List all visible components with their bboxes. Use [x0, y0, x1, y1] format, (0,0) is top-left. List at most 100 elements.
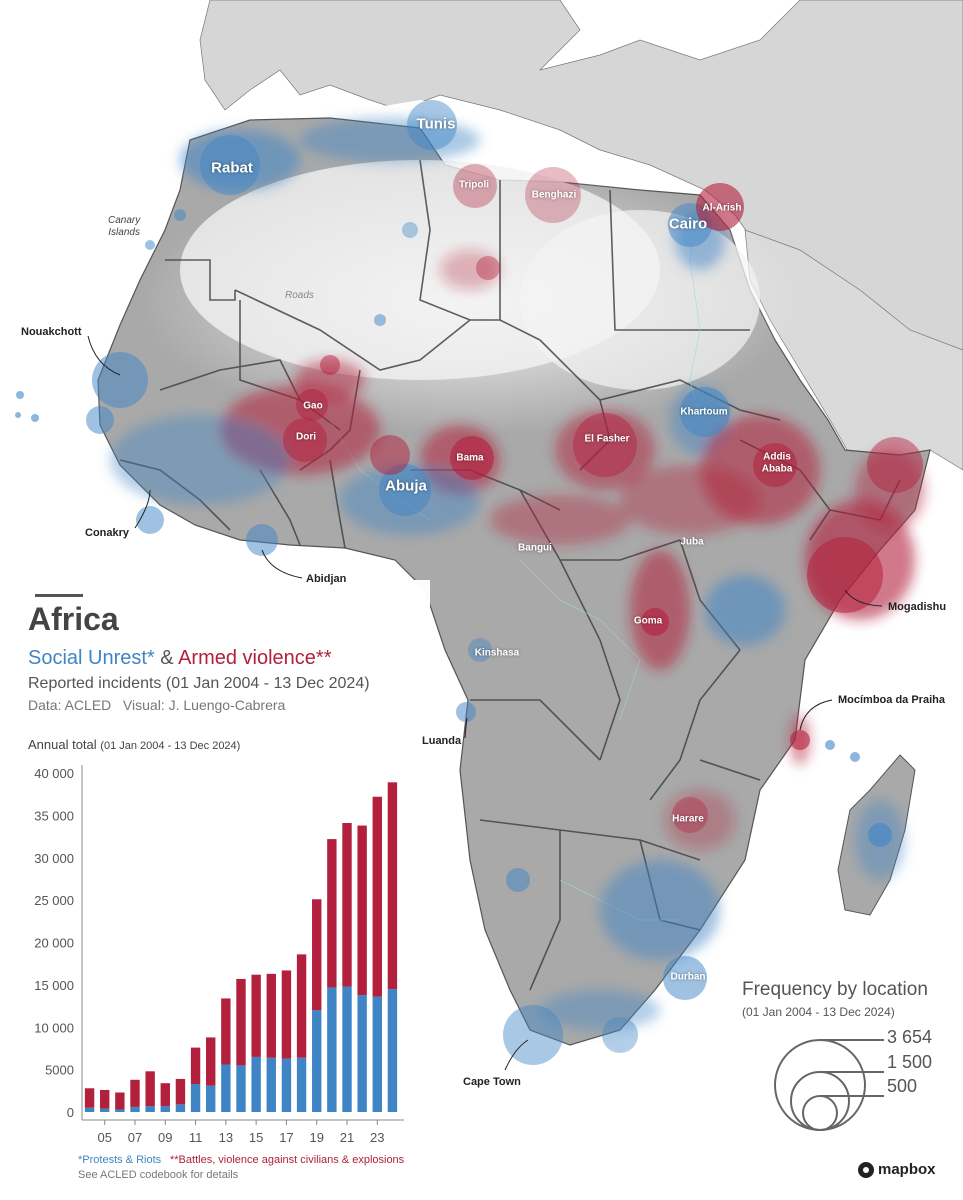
frequency-legend-circles [774, 1039, 884, 1131]
chart-x-tick-label: 17 [279, 1130, 293, 1145]
chart-bar-protests [145, 1106, 155, 1112]
chart-bar-violence [160, 1083, 170, 1107]
mapbox-icon [858, 1161, 874, 1178]
chart-bar-protests [266, 1057, 276, 1112]
mapbox-logo[interactable]: mapbox [858, 1161, 936, 1178]
chart-x-tick-label: 11 [189, 1130, 203, 1145]
chart-bar-violence [221, 998, 231, 1065]
footnote-codebook: See ACLED codebook for details [78, 1169, 239, 1181]
chart-bar-violence [130, 1079, 140, 1107]
chart-bar-violence [312, 899, 322, 1011]
chart-y-tick-label: 25 000 [34, 893, 74, 908]
chart-bar-protests [160, 1106, 170, 1112]
canary-label-line2: Islands [108, 227, 140, 238]
chart-bar-violence [266, 973, 276, 1058]
subtitle: Social Unrest* & Armed violence** [28, 647, 332, 670]
annual-total-text: Annual total [28, 737, 97, 752]
chart-bar-protests [327, 987, 337, 1112]
footnote-battles: **Battles, violence against civilians & … [170, 1154, 405, 1166]
chart-bar-protests [312, 1010, 322, 1112]
chart-x-tick-label: 21 [340, 1130, 354, 1145]
chart-y-tick-label: 10 000 [34, 1020, 74, 1035]
chart-x-tick-label: 05 [97, 1130, 111, 1145]
reported-incidents-line: Reported incidents (01 Jan 2004 - 13 Dec… [28, 675, 370, 692]
callout-nouakchott: Nouakchott [21, 326, 82, 338]
chart-bar-protests [130, 1106, 140, 1112]
frequency-legend-value-mid: 1 500 [887, 1052, 933, 1072]
chart-bar-protests [296, 1057, 307, 1112]
chart-bar-violence [327, 839, 337, 988]
chart-y-tick-label: 30 000 [34, 851, 74, 866]
city-label-addis: Addis [763, 451, 791, 463]
frequency-legend-value-max: 3 654 [887, 1027, 933, 1047]
city-label-el-fasher: El Fasher [584, 433, 630, 445]
chart-bar-protests [236, 1065, 246, 1112]
subtitle-ampersand: & [154, 647, 179, 669]
callout-mogadishu: Mogadishu [888, 601, 947, 613]
subtitle-armed-violence: Armed violence** [178, 647, 332, 669]
callout-luanda: Luanda [422, 735, 462, 747]
canary-islands-label: Canary Islands [108, 215, 140, 239]
chart-bar-violence [372, 796, 382, 997]
chart-bar-violence [115, 1092, 125, 1110]
city-label-kinshasa: Kinshasa [474, 647, 520, 659]
mapbox-wordmark: mapbox [878, 1161, 936, 1178]
chart-x-tick-label: 07 [128, 1130, 142, 1145]
chart-bar-protests [387, 989, 398, 1112]
city-label-bama: Bama [456, 452, 484, 464]
annual-total-range: (01 Jan 2004 - 13 Dec 2024) [100, 740, 241, 752]
callout-lines [87, 335, 883, 1071]
chart-bar-protests [115, 1109, 125, 1112]
city-label-bangui: Bangui [518, 542, 552, 554]
chart-bar-violence [236, 978, 246, 1066]
chart-x-tick-label: 19 [309, 1130, 323, 1145]
chart-y-tick-label: 15 000 [34, 978, 74, 993]
frequency-legend-value-min: 500 [887, 1076, 918, 1096]
city-label-tripoli: Tripoli [459, 179, 489, 191]
title-accent-bar [35, 594, 83, 597]
callout-cape-town: Cape Town [463, 1076, 521, 1088]
chart-bar-protests [221, 1064, 231, 1112]
frequency-legend-range: (01 Jan 2004 - 13 Dec 2024) [742, 1005, 895, 1019]
chart-bar-protests [100, 1108, 110, 1112]
chart-bar-violence [251, 974, 261, 1057]
chart-bar-protests [281, 1058, 292, 1112]
chart-x-tick-label: 13 [219, 1130, 233, 1145]
chart-bar-protests [357, 995, 367, 1112]
canary-label-line1: Canary [108, 215, 141, 226]
chart-bar-protests [372, 996, 382, 1112]
chart-bar-violence [190, 1047, 201, 1085]
callout-abidjan: Abidjan [306, 573, 347, 585]
city-label-durban: Durban [670, 971, 706, 983]
chart-bar-protests [206, 1085, 216, 1112]
chart-bar-violence [281, 970, 292, 1059]
city-label-juba: Juba [680, 536, 704, 548]
chart-bar-violence [357, 825, 367, 996]
chart-bar-violence [206, 1037, 216, 1086]
city-label-abuja: Abuja [385, 477, 427, 495]
chart-y-tick-label: 35 000 [34, 808, 74, 823]
annual-total-label: Annual total (01 Jan 2004 - 13 Dec 2024) [28, 737, 240, 752]
chart-bar-protests [84, 1107, 95, 1112]
chart-bar-violence [100, 1089, 110, 1109]
city-label-cairo: Cairo [668, 215, 708, 233]
city-label-gao: Gao [303, 400, 323, 412]
city-label-benghazi: Benghazi [531, 189, 577, 201]
city-label-dori: Dori [296, 431, 316, 443]
frequency-circles [15, 100, 923, 1065]
chart-bar-violence [145, 1071, 155, 1107]
frequency-legend-title: Frequency by location [742, 979, 928, 1000]
page-title: Africa [28, 601, 119, 637]
footnote-protests: *Protests & Riots [78, 1154, 162, 1166]
chart-bar-violence [387, 782, 398, 990]
chart-bar-violence [175, 1078, 186, 1105]
city-label-tunis: Tunis [416, 115, 456, 133]
chart-x-tick-label: 15 [249, 1130, 263, 1145]
credits-line: Data: ACLED Visual: J. Luengo-Cabrera [28, 697, 286, 713]
city-label-al-arish: Al-Arish [702, 202, 742, 214]
chart-y-tick-label: 40 000 [34, 766, 74, 781]
callout-mocimboa: Mocímboa da Praiha [838, 694, 945, 706]
chart-bar-violence [342, 823, 352, 987]
chart-bar-violence [296, 954, 307, 1058]
